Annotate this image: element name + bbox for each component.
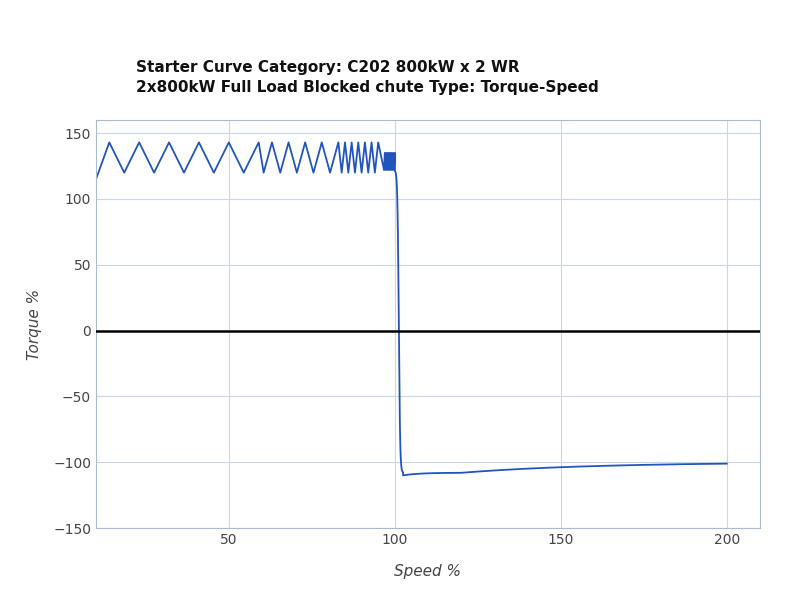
Y-axis label: Torque %: Torque %	[27, 289, 42, 359]
Text: Starter Curve Category: C202 800kW x 2 WR
2x800kW Full Load Blocked chute Type: : Starter Curve Category: C202 800kW x 2 W…	[136, 60, 598, 95]
X-axis label: Speed %: Speed %	[394, 563, 462, 578]
